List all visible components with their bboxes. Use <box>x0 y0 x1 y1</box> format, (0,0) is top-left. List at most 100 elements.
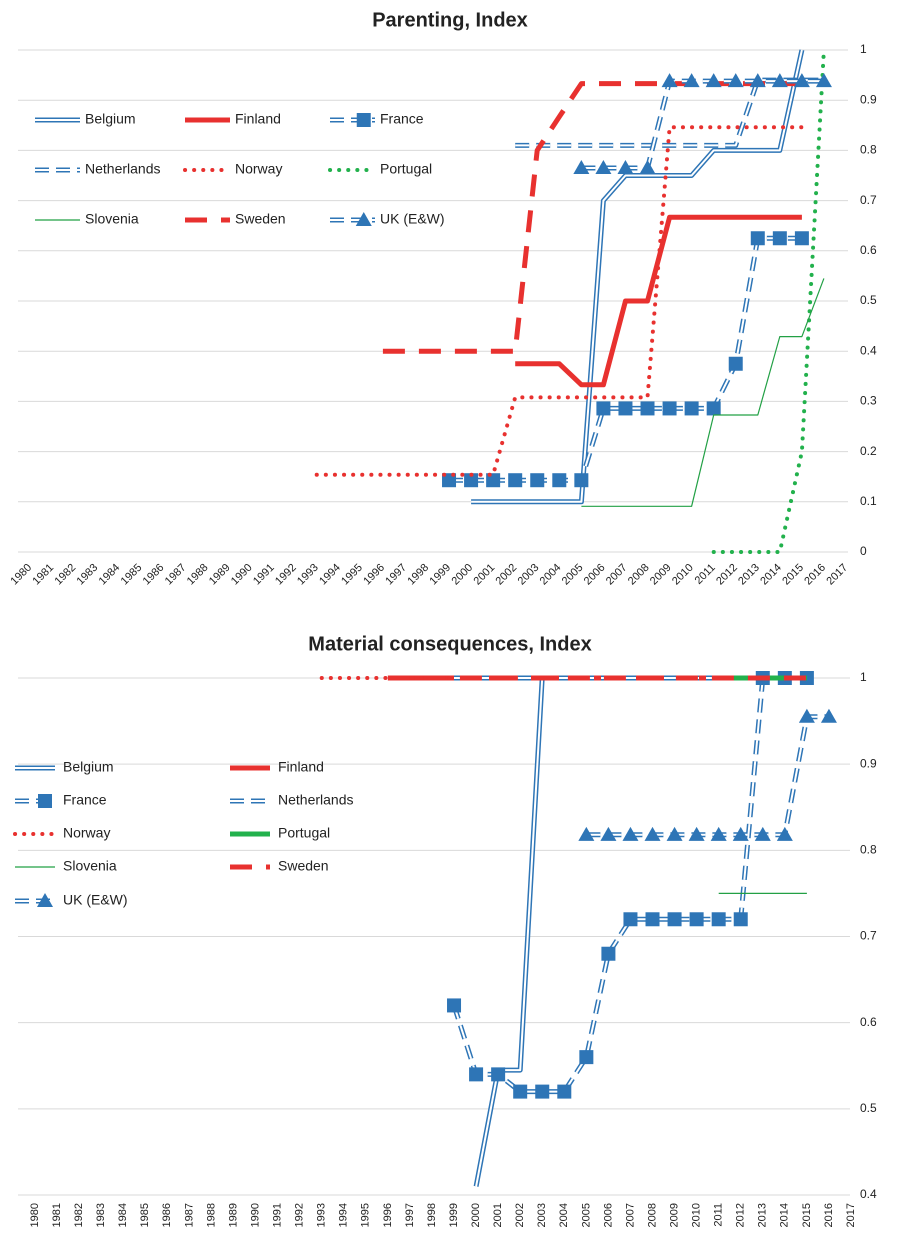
x-tick-label: 1980 <box>29 1203 41 1227</box>
x-tick-label: 2010 <box>691 1203 703 1227</box>
marker <box>464 473 479 488</box>
legend-label: Slovenia <box>63 858 117 874</box>
x-tick-label: 2016 <box>802 562 828 588</box>
marker <box>530 473 545 488</box>
x-tick-label: 2014 <box>779 1203 791 1227</box>
x-tick-label: 2003 <box>516 562 542 588</box>
x-tick-label: 2012 <box>714 562 740 588</box>
marker <box>754 826 771 841</box>
x-tick-label: 2014 <box>758 562 784 588</box>
x-tick-label: 1998 <box>426 1203 438 1227</box>
x-tick-label: 1982 <box>52 562 78 588</box>
marker <box>728 356 743 371</box>
series-line <box>581 278 825 507</box>
legend-label: Finland <box>278 759 324 775</box>
x-tick-label: 2008 <box>626 562 652 588</box>
marker <box>356 113 371 127</box>
marker <box>573 159 590 174</box>
marker <box>622 826 639 841</box>
marker <box>645 912 660 927</box>
series-line <box>586 714 829 838</box>
marker <box>711 912 726 927</box>
x-tick-label: 1986 <box>141 562 167 588</box>
series-line-inner <box>471 49 803 503</box>
x-tick-label: 2012 <box>735 1203 747 1227</box>
x-tick-label: 2005 <box>580 1203 592 1227</box>
marker <box>355 212 372 226</box>
x-tick-label: 2003 <box>536 1203 548 1227</box>
marker <box>596 401 611 416</box>
legend-label: France <box>380 111 424 127</box>
x-tick-label: 2005 <box>560 562 586 588</box>
legend-label: Belgium <box>63 759 114 775</box>
x-tick-label: 1999 <box>427 562 453 588</box>
x-tick-label: 1997 <box>383 562 409 588</box>
legend-label: Finland <box>235 111 281 127</box>
legend-label: Norway <box>235 161 282 177</box>
x-tick-label: 2006 <box>602 1203 614 1227</box>
marker <box>513 1084 528 1099</box>
legend-label: UK (E&W) <box>380 211 445 227</box>
marker <box>508 473 523 488</box>
legend-label: Netherlands <box>278 792 354 808</box>
y-tick-label: 0.9 <box>860 756 877 770</box>
x-tick-label: 1996 <box>361 562 387 588</box>
legend-label: Netherlands <box>85 161 161 177</box>
x-tick-label: 1994 <box>338 1203 350 1227</box>
x-tick-label: 1990 <box>229 562 255 588</box>
y-tick-label: 0.4 <box>860 1187 877 1201</box>
marker <box>442 473 457 488</box>
x-tick-label: 1994 <box>317 562 343 588</box>
y-tick-label: 0.6 <box>860 1015 877 1029</box>
marker <box>815 73 832 88</box>
marker <box>684 401 699 416</box>
y-tick-label: 0.7 <box>860 193 877 207</box>
x-tick-label: 1984 <box>117 1203 129 1227</box>
series-line-inner <box>449 237 802 482</box>
y-tick-label: 0.5 <box>860 1101 877 1115</box>
marker <box>710 826 727 841</box>
marker <box>794 231 809 246</box>
marker <box>491 1067 506 1082</box>
y-tick-label: 1 <box>860 670 867 684</box>
legend-label: Slovenia <box>85 211 139 227</box>
x-tick-label: 1985 <box>139 1203 151 1227</box>
marker <box>552 473 567 488</box>
x-tick-label: 1990 <box>249 1203 261 1227</box>
y-tick-label: 0.7 <box>860 929 877 943</box>
marker <box>798 708 815 723</box>
x-tick-label: 1984 <box>97 562 123 588</box>
series-line <box>314 125 804 477</box>
x-tick-label: 1981 <box>30 562 56 588</box>
marker <box>595 159 612 174</box>
marker <box>793 73 810 88</box>
legend-label: Sweden <box>235 211 286 227</box>
marker <box>644 826 661 841</box>
x-tick-label: 1983 <box>75 562 101 588</box>
legend-label: Portugal <box>380 161 432 177</box>
x-tick-label: 2007 <box>624 1203 636 1227</box>
x-tick-label: 1992 <box>273 562 299 588</box>
x-tick-label: 1980 <box>8 562 34 588</box>
marker <box>662 401 677 416</box>
marker <box>639 159 656 174</box>
x-tick-label: 1993 <box>295 562 321 588</box>
x-tick-label: 2008 <box>646 1203 658 1227</box>
marker <box>727 73 744 88</box>
chart-title: Parenting, Index <box>372 9 528 31</box>
marker <box>38 794 52 808</box>
marker <box>706 401 721 416</box>
x-tick-label: 2000 <box>470 1203 482 1227</box>
marker <box>733 912 748 927</box>
legend-label: France <box>63 792 107 808</box>
marker <box>683 73 700 88</box>
x-tick-label: 1986 <box>161 1203 173 1227</box>
y-tick-label: 0.4 <box>860 343 877 357</box>
x-tick-label: 2017 <box>845 1203 857 1227</box>
y-tick-label: 0.8 <box>860 843 877 857</box>
x-tick-label: 2001 <box>492 1203 504 1227</box>
x-tick-label: 2000 <box>449 562 475 588</box>
y-tick-label: 0.8 <box>860 143 877 157</box>
x-tick-label: 1991 <box>251 562 277 588</box>
x-tick-label: 2007 <box>604 562 630 588</box>
